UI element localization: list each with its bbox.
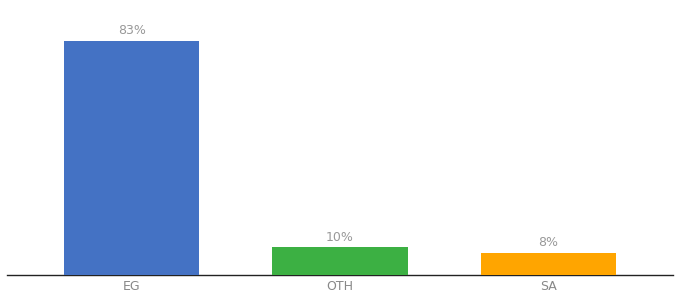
Text: 83%: 83% — [118, 24, 146, 38]
Bar — [481, 253, 616, 275]
Text: 10%: 10% — [326, 231, 354, 244]
Bar — [64, 41, 199, 275]
Bar — [273, 247, 407, 275]
Text: 8%: 8% — [538, 236, 558, 249]
